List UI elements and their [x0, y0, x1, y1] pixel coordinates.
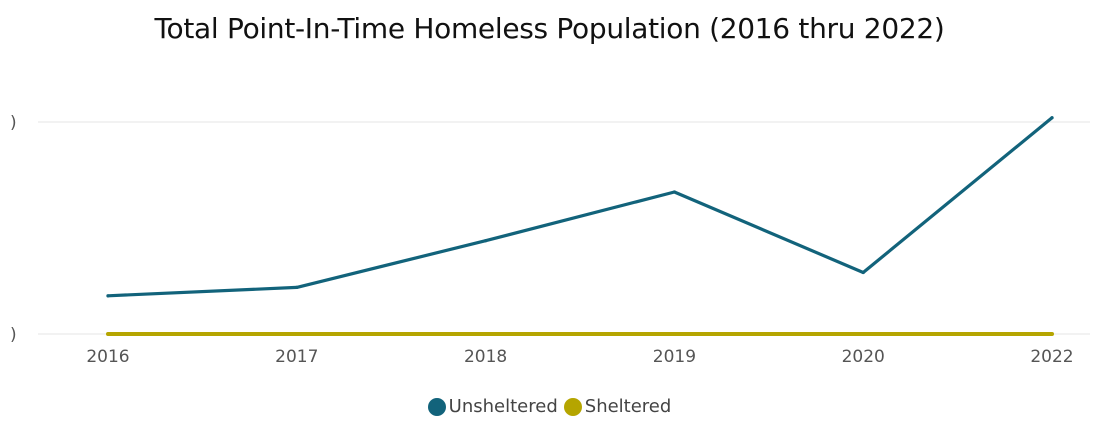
x-tick-label: 2020 — [842, 347, 885, 367]
data-point-unsheltered — [295, 285, 299, 289]
data-point-sheltered — [484, 332, 488, 336]
legend-item-sheltered[interactable]: Sheltered — [563, 396, 672, 417]
y-tick-label: ) — [10, 325, 17, 345]
series-line-unsheltered — [106, 116, 1054, 298]
legend-marker-icon — [563, 397, 582, 416]
chart-title: Total Point-In-Time Homeless Population … — [154, 12, 945, 45]
legend-label: Sheltered — [584, 396, 672, 417]
data-point-sheltered — [106, 332, 110, 336]
x-tick-label: 2018 — [464, 347, 507, 367]
data-point-sheltered — [1050, 332, 1054, 336]
legend-marker-icon — [427, 397, 446, 416]
data-point-unsheltered — [861, 270, 865, 275]
x-tick-label: 2019 — [653, 347, 696, 367]
y-tick-label: ) — [10, 113, 17, 133]
chart-legend: Unsheltered Sheltered — [0, 396, 1099, 417]
data-point-unsheltered — [672, 190, 677, 194]
data-point-unsheltered — [106, 294, 110, 298]
data-point-unsheltered — [1050, 116, 1054, 120]
data-point-unsheltered — [484, 239, 488, 243]
x-tick-label: 2017 — [275, 347, 318, 367]
data-point-sheltered — [672, 332, 677, 336]
x-tick-label: 2022 — [1030, 347, 1073, 367]
data-point-sheltered — [295, 332, 299, 336]
data-point-sheltered — [861, 332, 865, 336]
legend-label: Unsheltered — [448, 396, 558, 417]
x-tick-label: 2016 — [86, 347, 129, 367]
legend-item-unsheltered[interactable]: Unsheltered — [427, 396, 558, 417]
